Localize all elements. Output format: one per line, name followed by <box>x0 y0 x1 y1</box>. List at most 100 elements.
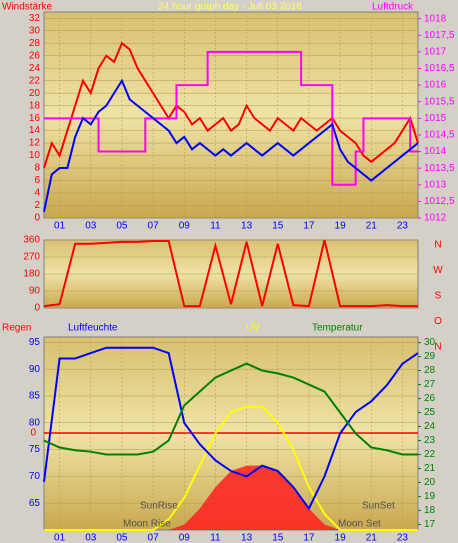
y2-tick-label: 19 <box>424 491 436 502</box>
y-tick-label: 180 <box>23 269 40 280</box>
direction-label: S <box>435 291 442 302</box>
annotation: SunSet <box>362 501 395 512</box>
annotation: Moon Rise <box>123 519 171 530</box>
y2-tick-label: 1018 <box>424 13 447 24</box>
x-tick-label: 21 <box>366 221 378 232</box>
y-tick-label: 70 <box>29 471 41 482</box>
x-tick-label: 03 <box>85 221 97 232</box>
y-tick-label: 0 <box>34 303 40 314</box>
y2-tick-label: 29 <box>424 351 436 362</box>
x-tick-label: 09 <box>179 221 191 232</box>
y2-tick-label: 1016 <box>424 80 447 91</box>
y-tick-label: 4 <box>34 188 40 199</box>
y2-tick-label: 26 <box>424 393 436 404</box>
y2-tick-label: 1012 <box>424 213 447 224</box>
x-tick-label: 01 <box>54 533 66 543</box>
y2-tick-label: 18 <box>424 505 436 516</box>
x-tick-label: 07 <box>148 221 160 232</box>
y-tick-label: 360 <box>23 235 40 246</box>
y2-tick-label: 30 <box>424 337 436 348</box>
y-tick-label: 90 <box>29 286 41 297</box>
solar-area <box>44 465 418 530</box>
plot-area <box>43 11 419 219</box>
x-tick-label: 15 <box>272 221 284 232</box>
x-tick-label: 11 <box>210 221 221 232</box>
direction-label: N <box>434 240 441 251</box>
y-tick-label: 20 <box>29 88 41 99</box>
y-tick-label: 26 <box>29 50 41 61</box>
y-tick-label: 65 <box>29 498 41 509</box>
y-tick-label: 30 <box>29 25 41 36</box>
title: 24 hour graph day - Juli 03 2016 <box>158 2 302 13</box>
y-tick-label: 24 <box>29 63 41 74</box>
y-tick-label: 22 <box>29 75 41 86</box>
y2-tick-label: 1015,5 <box>424 96 455 107</box>
x-tick-label: 03 <box>85 533 97 543</box>
y2-tick-label: 17 <box>424 519 436 530</box>
y2-tick-label: 1013,5 <box>424 163 455 174</box>
y-tick-label: 12 <box>29 138 41 149</box>
y2-label: Luftdruck <box>372 2 414 13</box>
y-tick-label: 80 <box>29 417 41 428</box>
y-tick-label: 95 <box>29 337 41 348</box>
x-tick-label: 19 <box>335 221 347 232</box>
series-line <box>43 41 419 169</box>
series-line <box>44 405 418 531</box>
y-tick-label: 90 <box>29 364 41 375</box>
y-tick-label: 32 <box>29 13 41 24</box>
series-line <box>43 78 419 212</box>
direction-label: O <box>434 316 442 327</box>
series-line <box>44 50 418 186</box>
y2-tick-label: 1014,5 <box>424 130 455 141</box>
y2-tick-label: 1017 <box>424 47 447 58</box>
y-tick-label: 16 <box>29 113 41 124</box>
series-line <box>43 239 418 308</box>
x-tick-label: 07 <box>148 533 160 543</box>
x-tick-label: 05 <box>116 221 128 232</box>
y2-tick-label: 28 <box>424 365 436 376</box>
y2-tick-label: 1013 <box>424 179 447 190</box>
y-tick-label: 14 <box>29 125 41 136</box>
y2-tick-label: 21 <box>424 463 436 474</box>
humidity-label: Luftfeuchte <box>68 323 118 334</box>
annotation: Moon Set <box>338 519 381 530</box>
y-tick-label: 270 <box>23 252 40 263</box>
series-line <box>43 346 419 511</box>
y-tick-label: 10 <box>29 150 41 161</box>
x-tick-label: 23 <box>397 221 409 232</box>
x-tick-label: 17 <box>303 533 315 543</box>
x-tick-label: 01 <box>54 221 66 232</box>
y-tick-label: 8 <box>34 163 40 174</box>
direction-label: N <box>434 342 441 353</box>
y-tick-label: 28 <box>29 38 41 49</box>
y-tick-label: 75 <box>29 444 41 455</box>
rain-label: Regen <box>2 323 31 334</box>
y-tick-label: 6 <box>34 175 40 186</box>
x-tick-label: 11 <box>210 533 221 543</box>
y2-tick-label: 1017,5 <box>424 30 455 41</box>
x-tick-label: 19 <box>335 533 347 543</box>
x-tick-label: 13 <box>241 533 253 543</box>
y2-tick-label: 23 <box>424 435 436 446</box>
x-tick-label: 13 <box>241 221 253 232</box>
direction-label: W <box>433 265 443 276</box>
y2-tick-label: 24 <box>424 421 436 432</box>
y2-tick-label: 1015 <box>424 113 447 124</box>
x-tick-label: 09 <box>179 533 191 543</box>
x-tick-label: 05 <box>116 533 128 543</box>
temp-label: Temperatur <box>312 323 363 334</box>
y2-tick-label: 27 <box>424 379 436 390</box>
x-tick-label: 17 <box>303 221 315 232</box>
y-tick-label: 18 <box>29 100 41 111</box>
y2-tick-label: 1012,5 <box>424 196 455 207</box>
series-line <box>43 362 418 456</box>
y2-tick-label: 1014 <box>424 146 447 157</box>
x-tick-label: 15 <box>272 533 284 543</box>
y2-tick-label: 20 <box>424 477 436 488</box>
y-label: Windstärke <box>2 2 52 13</box>
y-tick-label: 0 <box>34 213 40 224</box>
uv-label: UV <box>246 323 260 334</box>
y-tick-label: 85 <box>29 391 41 402</box>
y2-tick-label: 22 <box>424 449 436 460</box>
